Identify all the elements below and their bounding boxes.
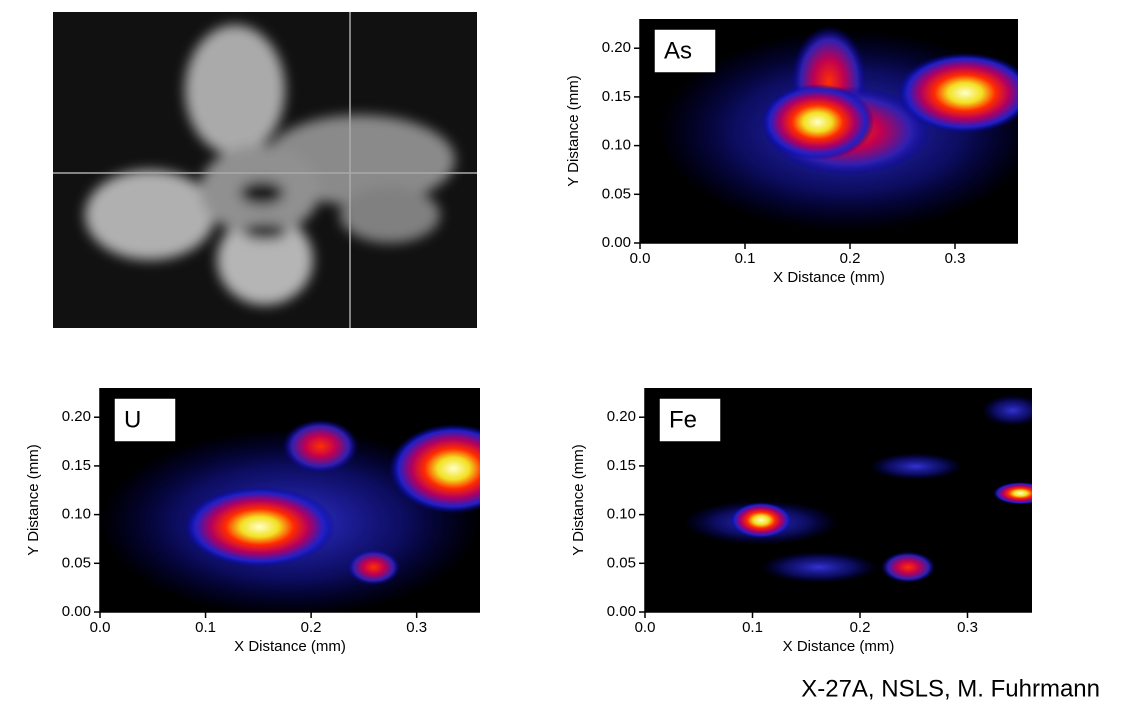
intensity-region	[730, 502, 793, 539]
y-tick-label: 0.20	[62, 408, 91, 425]
heatmap-panel: 0.0 0.1 0.2 0.3 0.00 0.05 0.10 0.15 0.20 X Distan…	[570, 388, 1032, 655]
x-tick-label: 0.3	[406, 619, 427, 636]
y-axis-title: Y Distance (mm)	[565, 75, 582, 186]
y-axis-title: Y Distance (mm)	[25, 444, 42, 555]
panel-label: As	[664, 37, 692, 64]
x-axis-title: X Distance (mm)	[234, 638, 346, 655]
panel-label-box	[658, 397, 722, 443]
intensity-region	[881, 551, 936, 583]
x-axis-title: X Distance (mm)	[783, 638, 895, 655]
intensity-region	[869, 452, 963, 480]
x-tick-label: 0.1	[742, 619, 763, 636]
heatmap-panel: 0.0 0.1 0.2 0.3 0.00 0.05 0.10 0.15 0.20 X Distan…	[25, 388, 480, 655]
intensity-region	[993, 482, 1032, 505]
x-axis-title: X Distance (mm)	[773, 269, 885, 286]
x-tick-label: 0.0	[635, 619, 656, 636]
intensity-region	[282, 419, 359, 474]
intensity-region	[897, 52, 1018, 134]
y-tick-label: 0.15	[602, 88, 631, 105]
intensity-region	[347, 549, 401, 586]
intensity-region	[981, 394, 1032, 427]
intensity-region	[388, 423, 480, 514]
heatmap	[645, 388, 1032, 612]
microscope-image	[53, 12, 477, 328]
x-tick-label: 0.1	[195, 619, 216, 636]
y-tick-label: 0.10	[62, 506, 91, 523]
heatmap	[100, 388, 480, 612]
y-tick-label: 0.15	[62, 457, 91, 474]
x-tick-label: 0.2	[840, 250, 861, 267]
y-tick-label: 0.20	[602, 39, 631, 56]
y-tick-label: 0.20	[607, 408, 636, 425]
x-tick-label: 0.3	[957, 619, 978, 636]
x-tick-label: 0.1	[735, 250, 756, 267]
y-tick-label: 0.10	[602, 137, 631, 154]
intensity-region	[761, 551, 878, 583]
x-tick-label: 0.2	[301, 619, 322, 636]
y-tick-label: 0.05	[602, 185, 631, 202]
y-tick-label: 0.05	[607, 554, 636, 571]
y-tick-label: 0.05	[62, 554, 91, 571]
intensity-region	[760, 83, 875, 161]
x-tick-label: 0.2	[850, 619, 871, 636]
y-tick-label: 0.00	[62, 603, 91, 620]
panel-label-box	[653, 28, 717, 74]
x-tick-label: 0.0	[630, 250, 651, 267]
panel-label-box	[113, 397, 177, 443]
y-tick-label: 0.15	[607, 457, 636, 474]
heatmap-panel: 0.0 0.1 0.2 0.3 0.00 0.05 0.10 0.15 0.20 X Distan…	[565, 19, 1018, 286]
caption: X-27A, NSLS, M. Fuhrmann	[801, 675, 1100, 702]
panel-label: U	[124, 406, 141, 433]
intensity-region	[183, 486, 336, 568]
y-axis-title: Y Distance (mm)	[570, 444, 587, 555]
panel-label: Fe	[669, 406, 697, 433]
x-tick-label: 0.0	[90, 619, 111, 636]
y-tick-label: 0.00	[602, 234, 631, 251]
x-tick-label: 0.3	[945, 250, 966, 267]
y-tick-label: 0.10	[607, 506, 636, 523]
y-tick-label: 0.00	[607, 603, 636, 620]
